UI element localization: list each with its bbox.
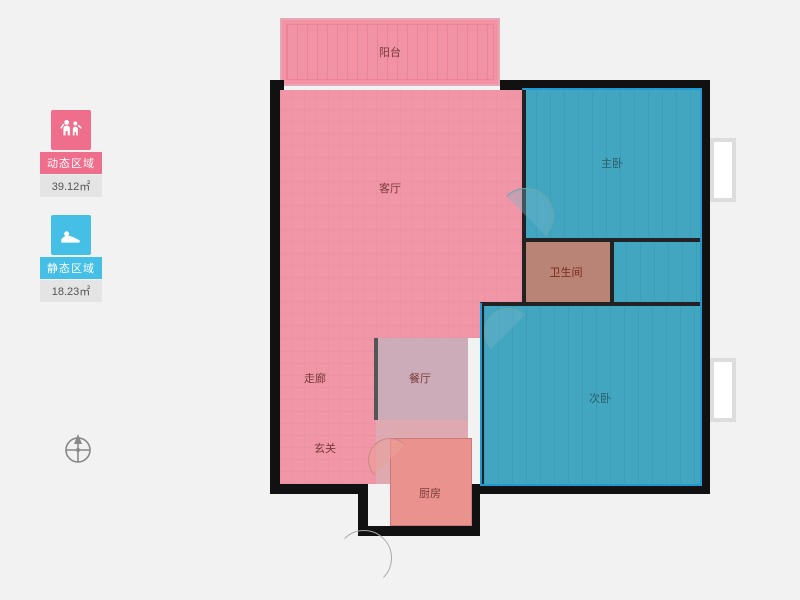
legend-static-value: 18.23㎡	[40, 280, 102, 302]
door-arc	[336, 530, 392, 586]
legend-dynamic-value: 39.12㎡	[40, 175, 102, 197]
window-bump	[710, 358, 736, 422]
wall	[522, 484, 710, 494]
wall	[500, 80, 710, 90]
people-icon	[51, 110, 91, 150]
legend-dynamic-label: 动态区域	[40, 152, 102, 174]
room-dining	[376, 338, 468, 420]
wall	[480, 302, 484, 484]
room-bathroom	[522, 242, 612, 302]
legend-dynamic: 动态区域 39.12㎡	[40, 110, 102, 197]
window-bump	[710, 138, 736, 202]
wall	[270, 80, 280, 490]
legend-panel: 动态区域 39.12㎡ 静态区域 18.23㎡	[40, 110, 102, 320]
room-living	[280, 90, 522, 338]
room-second-upper	[612, 242, 700, 302]
wall	[270, 484, 368, 494]
legend-static: 静态区域 18.23㎡	[40, 215, 102, 302]
wall	[374, 338, 378, 420]
wall	[700, 80, 710, 492]
room-kitchen	[390, 438, 472, 526]
floor-plan: 阳台 客厅 走廊 餐厅 玄关 厨房	[270, 18, 740, 578]
wall	[610, 242, 614, 302]
compass-icon	[60, 430, 96, 466]
wall	[470, 484, 530, 494]
room-corridor	[280, 338, 376, 484]
legend-static-label: 静态区域	[40, 257, 102, 279]
wall	[480, 302, 702, 306]
room-balcony: 阳台	[280, 18, 500, 86]
bed-icon	[51, 215, 91, 255]
room-second	[484, 306, 700, 484]
